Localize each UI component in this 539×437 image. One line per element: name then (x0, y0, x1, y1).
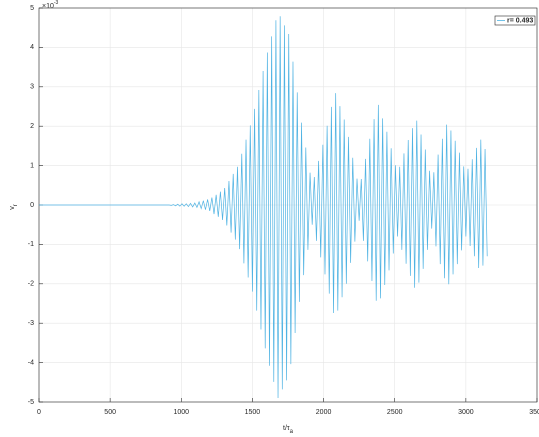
x-label-main: t/τ (283, 425, 290, 432)
x-tick-label: 2500 (387, 409, 403, 416)
y-tick-label: 4 (30, 44, 34, 51)
y-tick-label: 3 (30, 84, 34, 91)
y-exponent: ×10-3 (42, 0, 59, 10)
x-tick-label: 1000 (173, 409, 189, 416)
x-axis-label: t/τa (283, 425, 294, 435)
y-tick-label: -5 (28, 399, 34, 406)
legend-box (494, 15, 536, 26)
x-tick-label: 1500 (245, 409, 261, 416)
x-tick-label: 3000 (458, 409, 474, 416)
y-tick-label: 2 (30, 123, 34, 130)
y-tick-label: 5 (30, 5, 34, 12)
y-tick-label: -3 (28, 320, 34, 327)
x-tick-label: 3500 (529, 409, 539, 416)
y-tick-label: -2 (28, 281, 34, 288)
y-axis-label: vr (9, 204, 19, 210)
exponent-power: -3 (54, 0, 59, 6)
legend-label: r= 0.493 (507, 17, 533, 24)
y-tick-label: 1 (30, 162, 34, 169)
y-tick-label: -4 (28, 359, 34, 366)
x-tick-label: 500 (104, 409, 116, 416)
y-tick-label: -1 (28, 241, 34, 248)
x-tick-label: 2000 (316, 409, 332, 416)
data-line (39, 16, 488, 399)
y-tick-label: 0 (30, 202, 34, 209)
exponent-base: ×10 (42, 3, 54, 10)
y-label-sub: r (13, 204, 19, 206)
x-label-sub: a (290, 429, 294, 435)
x-tick-label: 0 (37, 409, 41, 416)
y-label-main: v (9, 206, 16, 210)
